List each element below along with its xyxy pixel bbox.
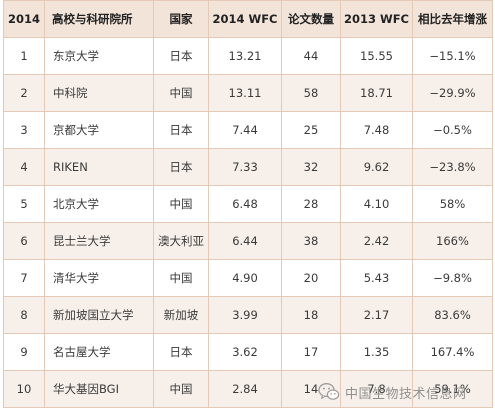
wfc-2013-cell: 5.43 — [340, 259, 413, 297]
rank-cell: 9 — [3, 333, 45, 371]
watermark-text: 中国生物技术信息网 — [345, 386, 467, 402]
wfc-2013-cell: 4.10 — [340, 185, 413, 223]
country-cell: 中国 — [153, 74, 209, 112]
country-cell: 中国 — [153, 259, 209, 297]
institution-cell: 名古屋大学 — [44, 333, 154, 371]
institution-cell: 东京大学 — [44, 37, 154, 75]
ranking-table: 2014 高校与科研院所 国家 2014 WFC 论文数量 2013 WFC 相… — [3, 0, 493, 408]
wfc-2013-cell: 7.48 — [340, 111, 413, 149]
wfc-2014-cell: 6.44 — [208, 222, 282, 260]
table-row: 1 东京大学 日本 13.21 44 15.55 −15.1% — [3, 37, 493, 75]
rank-cell: 6 — [3, 222, 45, 260]
wfc-2014-cell: 2.84 — [208, 370, 282, 408]
wfc-2014-cell: 6.48 — [208, 185, 282, 223]
wfc-2013-cell: 1.35 — [340, 333, 413, 371]
header-wfc-2013: 2013 WFC — [340, 0, 413, 38]
paper-count-cell: 17 — [281, 333, 341, 371]
header-row: 2014 高校与科研院所 国家 2014 WFC 论文数量 2013 WFC 相… — [3, 0, 493, 38]
country-cell: 日本 — [153, 111, 209, 149]
table-row: 7 清华大学 中国 4.90 20 5.43 −9.8% — [3, 259, 493, 297]
change-cell: −29.9% — [412, 74, 493, 112]
table-row: 2 中科院 中国 13.11 58 18.71 −29.9% — [3, 74, 493, 112]
rank-cell: 7 — [3, 259, 45, 297]
change-cell: −15.1% — [412, 37, 493, 75]
wfc-2013-cell: 2.17 — [340, 296, 413, 334]
wfc-2014-cell: 7.33 — [208, 148, 282, 186]
rank-cell: 5 — [3, 185, 45, 223]
institution-cell: 新加坡国立大学 — [44, 296, 154, 334]
institution-cell: 中科院 — [44, 74, 154, 112]
table-row: 3 京都大学 日本 7.44 25 7.48 −0.5% — [3, 111, 493, 149]
paper-count-cell: 58 — [281, 74, 341, 112]
country-cell: 中国 — [153, 370, 209, 408]
table-row: 9 名古屋大学 日本 3.62 17 1.35 167.4% — [3, 333, 493, 371]
wfc-2014-cell: 4.90 — [208, 259, 282, 297]
header-wfc-2014: 2014 WFC — [208, 0, 282, 38]
country-cell: 日本 — [153, 333, 209, 371]
header-paper-count: 论文数量 — [281, 0, 341, 38]
change-cell: 167.4% — [412, 333, 493, 371]
header-change: 相比去年增涨 — [412, 0, 493, 38]
paper-count-cell: 38 — [281, 222, 341, 260]
wfc-2014-cell: 13.11 — [208, 74, 282, 112]
change-cell: 59.1% — [412, 370, 493, 408]
paper-count-cell: 20 — [281, 259, 341, 297]
change-cell: 58% — [412, 185, 493, 223]
table-row: 4 RIKEN 日本 7.33 32 9.62 −23.8% — [3, 148, 493, 186]
table-row: 5 北京大学 中国 6.48 28 4.10 58% — [3, 185, 493, 223]
country-cell: 中国 — [153, 185, 209, 223]
paper-count-cell: 32 — [281, 148, 341, 186]
country-cell: 澳大利亚 — [153, 222, 209, 260]
table-row: 6 昆士兰大学 澳大利亚 6.44 38 2.42 166% — [3, 222, 493, 260]
institution-cell: 清华大学 — [44, 259, 154, 297]
rank-cell: 4 — [3, 148, 45, 186]
institution-cell: 华大基因BGI — [44, 370, 154, 408]
rank-cell: 2 — [3, 74, 45, 112]
change-cell: 83.6% — [412, 296, 493, 334]
institution-cell: 昆士兰大学 — [44, 222, 154, 260]
paper-count-cell: 28 — [281, 185, 341, 223]
wfc-2014-cell: 13.21 — [208, 37, 282, 75]
change-cell: 166% — [412, 222, 493, 260]
paper-count-cell: 25 — [281, 111, 341, 149]
wfc-2013-cell: 9.62 — [340, 148, 413, 186]
wechat-logo-icon — [318, 383, 340, 400]
institution-cell: RIKEN — [44, 148, 154, 186]
wfc-2013-cell: 15.55 — [340, 37, 413, 75]
table-row: 10 华大基因BGI 中国 2.84 14 7.8 59.1% — [3, 370, 493, 408]
wfc-2013-cell: 7.8 — [340, 370, 413, 408]
header-country: 国家 — [153, 0, 209, 38]
paper-count-cell: 18 — [281, 296, 341, 334]
table-row: 8 新加坡国立大学 新加坡 3.99 18 2.17 83.6% — [3, 296, 493, 334]
wfc-2014-cell: 3.62 — [208, 333, 282, 371]
rank-cell: 1 — [3, 37, 45, 75]
institution-cell: 北京大学 — [44, 185, 154, 223]
change-cell: −23.8% — [412, 148, 493, 186]
rank-cell: 3 — [3, 111, 45, 149]
country-cell: 日本 — [153, 148, 209, 186]
wfc-2014-cell: 7.44 — [208, 111, 282, 149]
paper-count-cell: 44 — [281, 37, 341, 75]
rank-cell: 8 — [3, 296, 45, 334]
change-cell: −9.8% — [412, 259, 493, 297]
change-cell: −0.5% — [412, 111, 493, 149]
wfc-2014-cell: 3.99 — [208, 296, 282, 334]
header-institution: 高校与科研院所 — [44, 0, 154, 38]
wfc-2013-cell: 18.71 — [340, 74, 413, 112]
country-cell: 日本 — [153, 37, 209, 75]
watermark: 中国生物技术信息网 — [318, 380, 467, 404]
institution-cell: 京都大学 — [44, 111, 154, 149]
wfc-2013-cell: 2.42 — [340, 222, 413, 260]
country-cell: 新加坡 — [153, 296, 209, 334]
rank-cell: 10 — [3, 370, 45, 408]
paper-count-cell: 14 — [281, 370, 341, 408]
header-year-rank: 2014 — [3, 0, 45, 38]
